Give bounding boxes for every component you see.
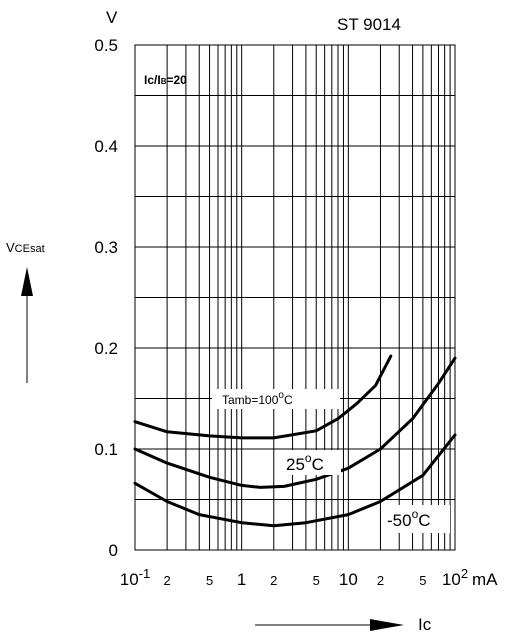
- y-axis-arrow-head: [21, 267, 33, 296]
- series-line-2: [133, 433, 457, 528]
- x-tick-label: 102: [442, 566, 468, 589]
- y-tick-label: 0: [109, 541, 118, 560]
- y-tick-label: 0.3: [94, 238, 118, 257]
- series-group: [133, 354, 457, 528]
- y-tick-label: 0.4: [94, 137, 118, 156]
- y-tick-label: 0.1: [94, 440, 118, 459]
- chart-title: ST 9014: [337, 15, 401, 34]
- curve-25-label-background: [283, 450, 341, 475]
- x-tick-label: 5: [313, 573, 320, 588]
- x-tick-label: 10-1: [120, 566, 150, 589]
- y-tick-label: 0.5: [94, 36, 118, 55]
- x-axis-arrow-head: [370, 619, 404, 631]
- series-line-1: [133, 356, 457, 489]
- x-tick-labels: 10-1 2 5 1 2 5 10 2 5 102: [120, 566, 468, 589]
- condition-label: Ic/IB=20: [144, 73, 187, 87]
- x-tick-label: 5: [206, 573, 213, 588]
- x-tick-label: 10: [339, 570, 358, 589]
- plot-border: [134, 44, 456, 551]
- x-tick-label: 2: [163, 573, 170, 588]
- x-tick-label: 1: [237, 570, 246, 589]
- x-axis-unit: mA: [472, 570, 498, 589]
- tamb-label-background: [212, 389, 340, 409]
- series-label-tamb-100: Tamb=100oC: [222, 390, 293, 407]
- y-axis-unit: V: [106, 8, 118, 27]
- series-label-25: 25oC: [286, 451, 324, 474]
- curve-minus50-label-background: [384, 505, 450, 533]
- x-axis-label: Ic: [418, 615, 432, 634]
- y-tick-labels: 0 0.1 0.2 0.3 0.4 0.5: [94, 36, 118, 560]
- series-label-minus-50: -50oC: [387, 507, 431, 530]
- y-tick-label: 0.2: [94, 339, 118, 358]
- series-line-0: [133, 354, 393, 440]
- y-axis-label: VCEsat: [6, 240, 45, 255]
- x-tick-label: 2: [377, 573, 384, 588]
- x-tick-label: 2: [270, 573, 277, 588]
- x-tick-label: 5: [419, 573, 426, 588]
